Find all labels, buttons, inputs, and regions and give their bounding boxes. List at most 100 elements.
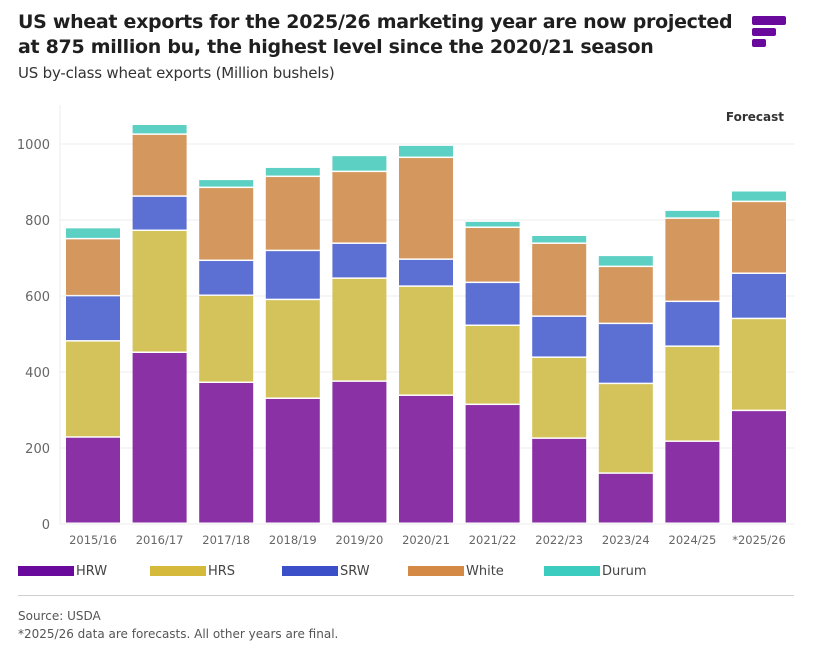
bar-segment-hrs <box>732 319 786 410</box>
legend-swatch <box>150 566 206 576</box>
bar-segment-hrs <box>532 357 587 438</box>
x-axis: 2015/16 2016/17 2017/18 2018/19 2019/20 2020/… <box>69 533 786 547</box>
bar-segment-white <box>399 158 453 259</box>
x-tick-label: 2015/16 <box>69 533 117 547</box>
logo-bar-middle <box>752 28 776 36</box>
chart-subtitle: US by-class wheat exports (Million bushe… <box>18 64 335 82</box>
brand-logo-icon <box>752 16 788 50</box>
y-tick-label: 1000 <box>17 138 50 153</box>
legend-label: SRW <box>340 563 370 579</box>
legend-label: HRW <box>76 563 108 579</box>
bar-segment-durum <box>598 256 653 266</box>
bar-segment-srw <box>532 316 587 357</box>
bar-segment-durum <box>399 145 453 157</box>
bar-segment-durum <box>732 191 786 201</box>
legend-item-hrw: HRW <box>18 562 107 580</box>
chart-title: US wheat exports for the 2025/26 marketi… <box>18 11 733 58</box>
bar-segment-hrw <box>665 441 720 523</box>
bar-segment-white <box>598 267 653 323</box>
bar-segment-srw <box>199 261 254 295</box>
bar-segment-hrs <box>132 231 187 352</box>
legend-swatch <box>544 566 600 576</box>
bar-segment-hrs <box>465 326 520 404</box>
bar-segment-hrw <box>132 353 187 523</box>
legend-swatch <box>18 566 74 576</box>
x-tick-label: 2017/18 <box>202 533 250 547</box>
bar-segment-srw <box>265 251 320 299</box>
bar-segment-durum <box>665 210 720 218</box>
bar-segment-hrs <box>598 384 653 473</box>
bar-segment-hrs <box>665 346 720 441</box>
bar-segment-hrw <box>532 438 587 523</box>
bar-segment-hrw <box>332 381 387 523</box>
legend-label: HRS <box>208 563 236 579</box>
legend-item-hrs: HRS <box>150 562 235 580</box>
x-tick-label: 2018/19 <box>269 533 317 547</box>
bar-segment-hrw <box>399 395 453 523</box>
divider <box>18 595 794 596</box>
bar-segment-white <box>532 243 587 316</box>
bar-segment-durum <box>199 180 254 187</box>
bar-segment-hrw <box>199 383 254 523</box>
bar-segment-white <box>665 218 720 301</box>
bar-segment-hrw <box>265 398 320 523</box>
legend-item-white: White <box>408 562 504 580</box>
legend-item-srw: SRW <box>282 562 370 580</box>
bar-segment-durum <box>132 125 187 134</box>
legend-item-durum: Durum <box>544 562 647 580</box>
x-tick-label: 2022/23 <box>535 533 583 547</box>
legend-label: White <box>466 563 504 579</box>
bar-segment-hrw <box>66 437 120 523</box>
x-tick-label: 2021/22 <box>469 533 517 547</box>
y-tick-label: 400 <box>25 366 50 381</box>
legend-swatch <box>282 566 338 576</box>
bar-segment-durum <box>66 228 120 238</box>
bar-segment-hrs <box>399 286 453 395</box>
y-axis: 0 200 400 600 800 1000 <box>17 138 50 533</box>
x-tick-label: 2020/21 <box>402 533 450 547</box>
bar-segment-white <box>465 227 520 282</box>
y-tick-label: 600 <box>25 290 50 305</box>
bar-segment-srw <box>66 296 120 341</box>
legend-swatch <box>408 566 464 576</box>
bar-segment-srw <box>732 273 786 318</box>
bar-segment-durum <box>532 235 587 243</box>
bar-segment-srw <box>399 259 453 286</box>
bar-segment-srw <box>132 196 187 230</box>
bar-segment-hrs <box>332 278 387 381</box>
bar-segment-hrw <box>598 473 653 523</box>
x-tick-label: 2016/17 <box>136 533 184 547</box>
bar-segment-hrs <box>66 341 120 437</box>
bar-segment-white <box>265 177 320 250</box>
forecast-annotation: Forecast <box>726 110 784 124</box>
bar-segment-white <box>332 172 387 243</box>
bar-segment-durum <box>332 156 387 171</box>
bar-segment-srw <box>598 324 653 383</box>
bar-segment-white <box>199 188 254 260</box>
bar-segment-hrs <box>265 300 320 398</box>
bar-segment-srw <box>665 302 720 346</box>
bar-segment-white <box>66 239 120 295</box>
bar-segment-hrs <box>199 296 254 382</box>
bar-segment-srw <box>465 283 520 325</box>
x-tick-label: 2023/24 <box>602 533 650 547</box>
footnote-text: *2025/26 data are forecasts. All other y… <box>18 627 339 641</box>
bar-segment-hrw <box>465 405 520 523</box>
y-tick-label: 800 <box>25 214 50 229</box>
x-tick-label: 2019/20 <box>336 533 384 547</box>
logo-bar-bottom <box>752 39 766 47</box>
bar-segment-white <box>732 202 786 273</box>
bar-segment-hrw <box>732 411 786 523</box>
bar-segment-durum <box>465 221 520 227</box>
bar-segment-durum <box>265 167 320 176</box>
logo-bar-top <box>752 16 786 25</box>
bar-segment-srw <box>332 243 387 278</box>
y-tick-label: 0 <box>42 518 50 533</box>
bar-segment-white <box>132 134 187 196</box>
y-tick-label: 200 <box>25 442 50 457</box>
x-tick-label: 2024/25 <box>669 533 717 547</box>
source-text: Source: USDA <box>18 609 101 623</box>
legend-label: Durum <box>602 563 647 579</box>
x-tick-label: *2025/26 <box>732 533 786 547</box>
